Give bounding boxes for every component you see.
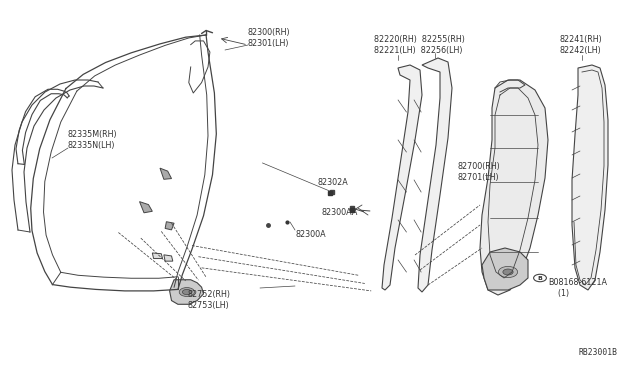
Polygon shape: [160, 168, 172, 179]
Text: 82300(RH)
82301(LH): 82300(RH) 82301(LH): [248, 28, 291, 48]
Text: 82300A: 82300A: [295, 230, 326, 239]
Text: 82300AA: 82300AA: [322, 208, 358, 217]
Polygon shape: [140, 202, 152, 213]
Text: B08168-6121A
    (1): B08168-6121A (1): [548, 278, 607, 298]
Polygon shape: [418, 58, 452, 292]
Polygon shape: [482, 248, 528, 290]
Polygon shape: [480, 80, 548, 295]
Text: 82335M(RH)
82335N(LH): 82335M(RH) 82335N(LH): [68, 130, 118, 150]
Text: 82302A: 82302A: [318, 178, 349, 187]
Polygon shape: [164, 255, 173, 261]
Circle shape: [179, 288, 195, 296]
Text: 82241(RH)
82242(LH): 82241(RH) 82242(LH): [560, 35, 603, 55]
Circle shape: [182, 289, 191, 295]
Circle shape: [503, 269, 513, 275]
Polygon shape: [165, 222, 174, 230]
Polygon shape: [170, 280, 204, 304]
Polygon shape: [572, 65, 608, 290]
Polygon shape: [152, 253, 163, 259]
Text: B: B: [538, 276, 543, 280]
Circle shape: [499, 266, 518, 278]
Text: RB23001B: RB23001B: [579, 348, 618, 357]
Text: 82752(RH)
82753(LH): 82752(RH) 82753(LH): [188, 290, 231, 310]
Text: 82700(RH)
82701(LH): 82700(RH) 82701(LH): [458, 162, 500, 182]
Polygon shape: [382, 65, 422, 290]
Text: 82220(RH)  82255(RH)
82221(LH)  82256(LH): 82220(RH) 82255(RH) 82221(LH) 82256(LH): [374, 35, 465, 55]
